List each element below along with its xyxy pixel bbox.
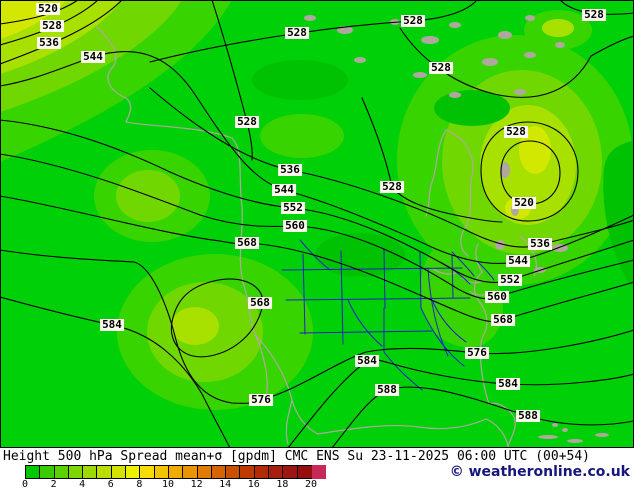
colorbar-tick-18: 18 bbox=[276, 479, 289, 490]
colorbar-tick-12: 12 bbox=[190, 479, 203, 490]
colorbar-tick-16: 16 bbox=[247, 479, 260, 490]
colorbar-cell bbox=[126, 466, 141, 478]
colorbar-cell bbox=[183, 466, 198, 478]
colorbar-tick-10: 10 bbox=[161, 479, 175, 490]
colorbar-cell bbox=[269, 466, 284, 478]
colorbar-cell bbox=[54, 466, 69, 478]
colorbar-tick-14: 14 bbox=[219, 479, 232, 490]
colorbar-cell bbox=[297, 466, 312, 478]
colorbar-cell bbox=[97, 466, 112, 478]
colorbar-cell bbox=[283, 466, 298, 478]
colorbar-cell bbox=[168, 466, 184, 478]
colorbar-cell bbox=[197, 466, 212, 478]
colorbar-tick-4: 4 bbox=[79, 479, 86, 490]
copyright-notice: © weatheronline.co.uk bbox=[449, 464, 630, 480]
colorbar-tick-8: 8 bbox=[136, 479, 143, 490]
colorbar-cell bbox=[254, 466, 270, 478]
colorbar-cell bbox=[68, 466, 84, 478]
weather-map-svg bbox=[0, 0, 634, 448]
state-border-layer bbox=[281, 239, 495, 391]
colorbar-cell bbox=[140, 466, 155, 478]
colorbar-cell bbox=[40, 466, 55, 478]
coastline-layer bbox=[95, 25, 537, 448]
colorbar-overflow-cell bbox=[312, 465, 326, 479]
colorbar-cell bbox=[211, 466, 227, 478]
colorbar-cell bbox=[83, 466, 98, 478]
colorbar-ticks: 0 2 4 6 8 10 12 14 16 18 20 bbox=[21, 479, 325, 490]
colorbar-cell bbox=[26, 466, 41, 478]
colorbar-cell bbox=[111, 466, 127, 478]
colorbar-tick-20: 20 bbox=[304, 479, 318, 490]
map-container: 520 528 536 544 528 528 528 528 528 536 528 544 552 5… bbox=[0, 0, 634, 448]
colorbar-cell bbox=[154, 466, 169, 478]
colorbar-cell bbox=[226, 466, 241, 478]
map-caption: Height 500 hPa Spread mean+σ [gpdm] CMC … bbox=[3, 449, 590, 464]
colorbar-tick-6: 6 bbox=[107, 479, 114, 490]
colorbar-cell bbox=[240, 466, 255, 478]
colorbar bbox=[25, 465, 313, 479]
bottom-panel: Height 500 hPa Spread mean+σ [gpdm] CMC … bbox=[0, 448, 634, 490]
colorbar-tick-2: 2 bbox=[50, 479, 57, 490]
colorbar-tick-0: 0 bbox=[21, 479, 29, 490]
